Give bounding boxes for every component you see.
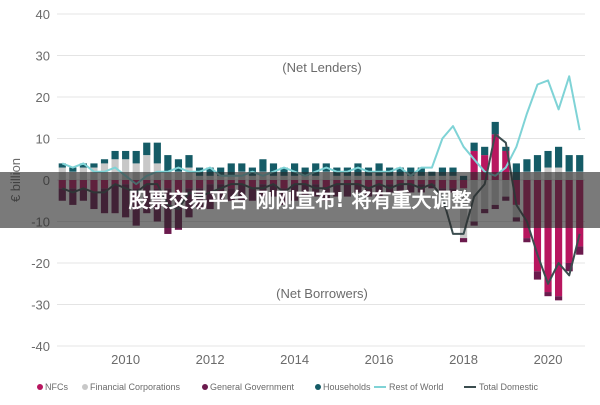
bar-households [481, 146, 489, 156]
bar-households [143, 142, 151, 156]
bar-general-government [459, 238, 468, 243]
y-tick-label: 20 [36, 90, 50, 105]
line-rest-of-world [61, 75, 581, 186]
bar-households [79, 163, 87, 168]
bar-nfcs [470, 150, 478, 180]
y-tick-label: 40 [36, 7, 50, 22]
bar-households [491, 121, 499, 135]
bar-households [502, 146, 510, 151]
bar-households [185, 155, 193, 168]
bar-households [523, 159, 531, 172]
x-tick-label: 2014 [280, 352, 309, 367]
legend-label: Rest of World [389, 382, 443, 392]
bar-households [396, 167, 404, 176]
legend-swatch [315, 384, 321, 390]
annotation-net-borrowers: (Net Borrowers) [276, 286, 368, 301]
y-tick-labels: 403020100-10-20-30-40 [31, 7, 50, 354]
bar-general-government [533, 271, 542, 280]
x-tick-label: 2020 [534, 352, 563, 367]
bar-nfcs [481, 155, 489, 180]
bar-households [533, 155, 542, 172]
bar-general-government [523, 238, 531, 243]
bar-households [291, 163, 299, 176]
legend: NFCs Financial Corporations General Govern… [37, 382, 539, 392]
bar-households [280, 167, 288, 176]
bar-households [301, 167, 309, 176]
legend-label: Financial Corporations [90, 382, 181, 392]
bar-households [100, 159, 109, 164]
bar-households [69, 167, 77, 172]
legend-label: Total Domestic [479, 382, 539, 392]
bar-households [512, 163, 520, 180]
headline-text: 股票交易平台 刚刚宣布! 将有重大调整 [128, 188, 471, 212]
bar-households [153, 142, 161, 164]
bar-households [555, 146, 563, 168]
bar-households [417, 167, 425, 176]
x-tick-label: 2016 [365, 352, 394, 367]
bar-general-government [544, 292, 552, 297]
bar-financial-corporations [111, 159, 119, 180]
y-tick-label: -40 [31, 339, 50, 354]
x-tick-label: 2010 [111, 352, 140, 367]
legend-swatch [202, 384, 208, 390]
bar-households [217, 167, 225, 176]
bar-households [449, 167, 457, 176]
y-tick-label: -30 [31, 298, 50, 313]
bar-nfcs [491, 134, 499, 180]
bar-households [174, 159, 183, 172]
bar-households [576, 155, 584, 172]
bar-households [269, 163, 278, 176]
bar-households [470, 142, 478, 151]
legend-label: Households [323, 382, 371, 392]
bar-households [238, 163, 246, 172]
headline-banner [0, 172, 600, 228]
x-tick-label: 2018 [449, 352, 478, 367]
bar-households [565, 155, 573, 172]
bar-financial-corporations [122, 159, 130, 180]
bar-households [312, 163, 320, 176]
bar-general-government [555, 296, 563, 301]
bar-households [354, 163, 362, 176]
bar-households [58, 163, 66, 168]
y-tick-label: 30 [36, 49, 50, 64]
x-tick-labels: 2010 2012 2014 2016 2018 2020 [111, 352, 562, 367]
bar-financial-corporations [132, 163, 140, 180]
y-tick-label: 10 [36, 132, 50, 147]
bar-households [544, 150, 552, 168]
bar-households [227, 163, 235, 176]
bar-general-government [576, 246, 584, 255]
bar-general-government [565, 263, 573, 272]
y-tick-label: -20 [31, 256, 50, 271]
bar-households [375, 163, 383, 176]
bar-households [259, 159, 267, 172]
bar-financial-corporations [143, 155, 151, 180]
bar-households [122, 150, 130, 160]
bar-households [438, 167, 447, 176]
x-tick-label: 2012 [196, 352, 225, 367]
bar-households [111, 150, 119, 160]
legend-label: General Government [210, 382, 295, 392]
bar-nfcs [555, 180, 563, 297]
bar-nfcs [544, 180, 552, 293]
bar-households [407, 167, 415, 176]
bar-households [206, 167, 214, 176]
bar-households [164, 155, 172, 172]
bar-households [90, 163, 98, 168]
legend-swatch [37, 384, 43, 390]
bar-households [132, 150, 140, 164]
legend-label: NFCs [45, 382, 68, 392]
annotation-net-lenders: (Net Lenders) [282, 60, 361, 75]
legend-swatch [82, 384, 88, 390]
